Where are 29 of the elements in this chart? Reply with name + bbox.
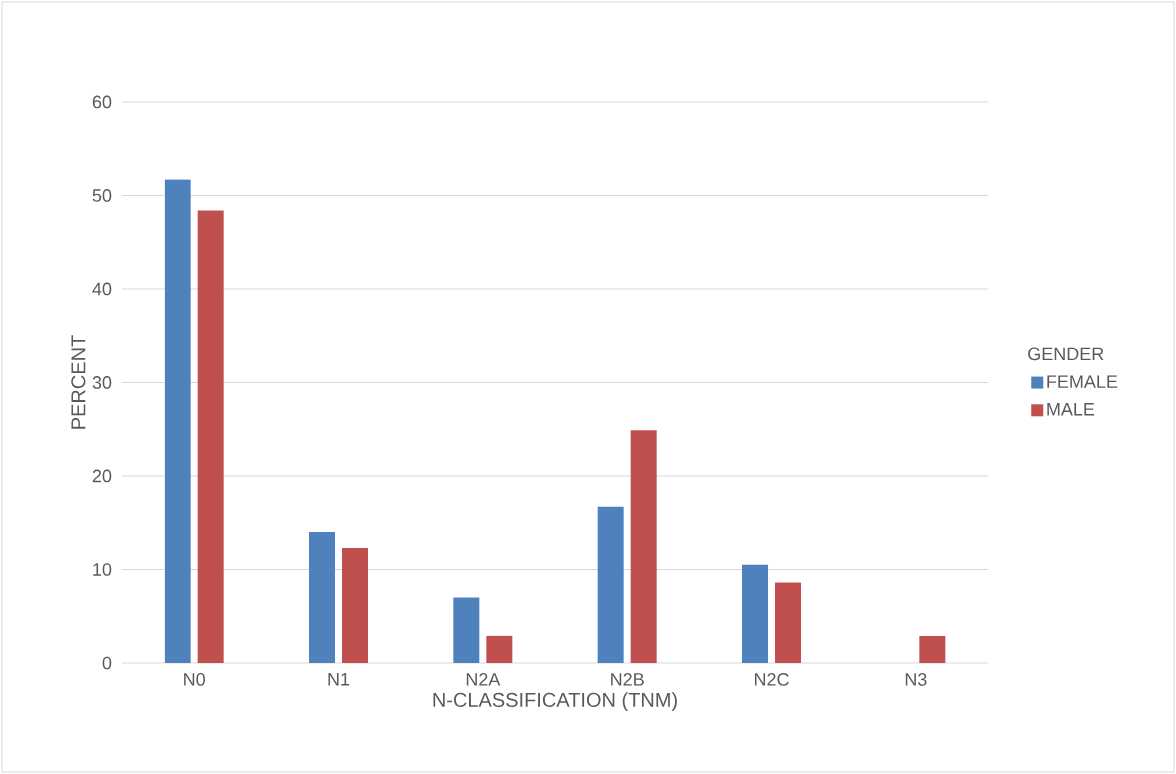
y-tick-label: 10 xyxy=(93,563,112,576)
legend-title: GENDER xyxy=(1028,347,1104,361)
x-tick-label: N2C xyxy=(754,673,789,686)
y-tick-label: 0 xyxy=(102,656,112,670)
bar xyxy=(164,179,191,663)
bar xyxy=(742,564,769,663)
x-tick-label: N2B xyxy=(611,673,644,686)
y-tick-label: 40 xyxy=(92,282,112,296)
legend-label: FEMALE xyxy=(1047,375,1118,388)
x-axis-title: N-CLASSIFICATION (TNM) xyxy=(433,692,677,711)
bar xyxy=(630,430,657,663)
bar xyxy=(197,210,224,663)
bar xyxy=(309,532,335,663)
y-tick-label: 20 xyxy=(92,469,112,483)
x-tick-label: N0 xyxy=(184,673,205,686)
x-tick-label: N2A xyxy=(466,673,501,686)
y-axis-title: PERCENT xyxy=(71,335,86,429)
bar xyxy=(775,582,802,663)
y-tick-label: 50 xyxy=(92,189,112,202)
bar xyxy=(342,547,368,663)
bar xyxy=(597,506,624,663)
y-tick-label: 30 xyxy=(92,376,112,389)
bar xyxy=(919,635,946,663)
bar xyxy=(453,597,480,663)
bar xyxy=(486,635,513,663)
x-tick-label: N1 xyxy=(328,673,350,686)
x-tick-label: N3 xyxy=(905,673,927,686)
y-tick-label: 60 xyxy=(92,95,112,109)
legend-label: MALE xyxy=(1047,403,1095,416)
